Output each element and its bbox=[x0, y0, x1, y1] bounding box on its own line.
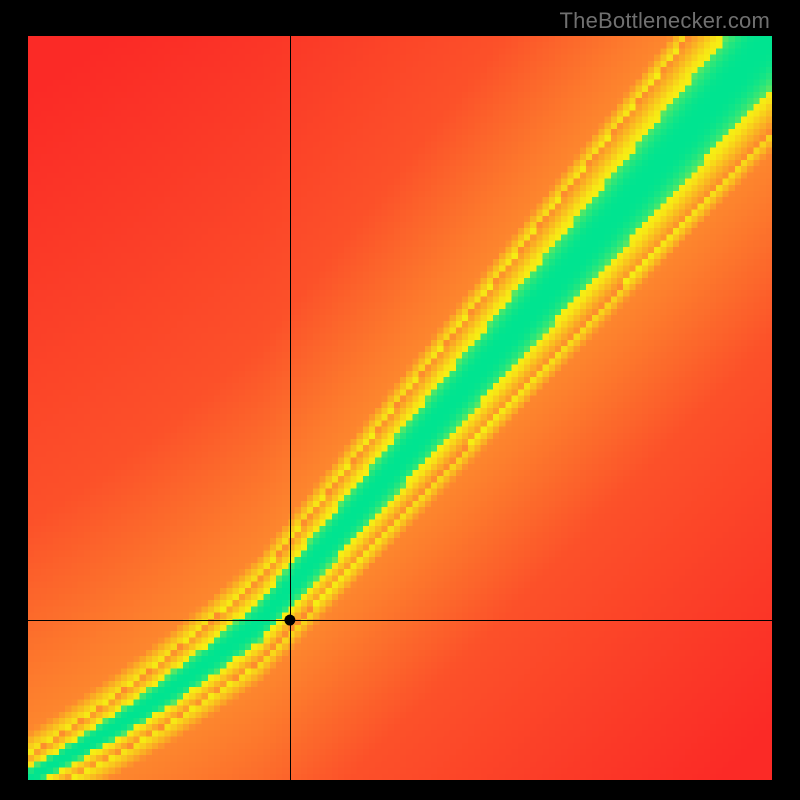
chart-container: TheBottlenecker.com bbox=[0, 0, 800, 800]
watermark-text: TheBottlenecker.com bbox=[560, 8, 770, 34]
crosshair-overlay bbox=[28, 36, 772, 780]
